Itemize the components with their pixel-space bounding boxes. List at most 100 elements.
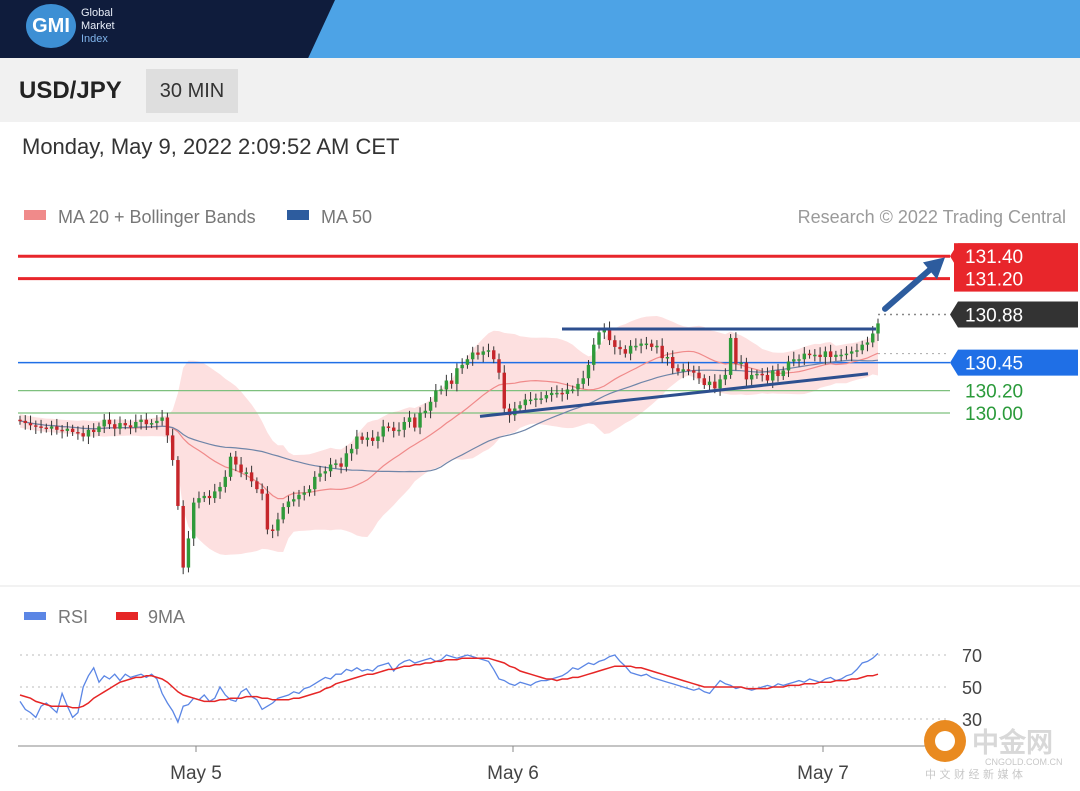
- candle-body: [239, 464, 243, 473]
- candle-body: [570, 389, 575, 391]
- candle-body: [207, 495, 212, 499]
- candle-body: [686, 369, 691, 371]
- candle-body: [165, 417, 170, 436]
- candle-body: [376, 436, 380, 441]
- x-tick-label: May 7: [797, 763, 849, 784]
- candle-body: [381, 426, 385, 437]
- candle-body: [81, 433, 85, 437]
- candle-body: [607, 329, 612, 341]
- x-tick-label: May 5: [170, 763, 222, 784]
- candle-body: [723, 374, 728, 380]
- ma50-line: [19, 359, 879, 473]
- rsi-tick-70: 70: [962, 646, 982, 666]
- report-date: Monday, May 9, 2022 2:09:52 AM CET: [22, 134, 400, 159]
- gmi-logo[interactable]: GMI: [26, 4, 76, 48]
- candle-body: [260, 489, 264, 494]
- rsi-tick-50: 50: [962, 678, 982, 698]
- legend-swatch-rsi: [24, 612, 46, 620]
- candle-body: [671, 357, 675, 369]
- candle-body: [407, 417, 412, 422]
- candle-body: [176, 460, 180, 506]
- candle-body: [28, 423, 33, 426]
- candle-body: [776, 370, 780, 377]
- candle-body: [423, 410, 428, 413]
- candle-body: [86, 429, 91, 437]
- candle-body: [813, 354, 817, 357]
- candle-body: [307, 489, 312, 493]
- candle-body: [555, 392, 559, 395]
- candle-body: [149, 423, 154, 425]
- candle-body: [707, 381, 712, 385]
- candle-body: [765, 374, 770, 381]
- candle-body: [186, 538, 191, 568]
- level-130-00-label: 130.00: [965, 404, 1023, 425]
- candle-body: [597, 332, 601, 345]
- candle-body: [123, 423, 127, 426]
- candle-body: [155, 420, 159, 424]
- candle-body: [270, 529, 275, 531]
- candle-body: [323, 471, 328, 474]
- candle-body: [871, 333, 875, 343]
- legend-label-ma20: MA 20 + Bollinger Bands: [58, 207, 256, 227]
- candle-body: [681, 369, 685, 372]
- candle-body: [244, 472, 249, 474]
- candle-body: [292, 499, 296, 502]
- candle-body: [865, 342, 870, 345]
- candle-body: [760, 373, 764, 376]
- rsi-line: [19, 652, 879, 724]
- candle-body: [802, 353, 807, 360]
- brand-line-1: Global: [81, 7, 113, 19]
- candle-body: [586, 364, 591, 379]
- candle-body: [286, 501, 291, 508]
- legend-swatch-ma20: [24, 210, 46, 220]
- candle-body: [44, 427, 49, 430]
- candle-body: [692, 370, 696, 373]
- candle-body: [844, 353, 849, 356]
- target-arrow-head: [923, 257, 945, 280]
- candle-body: [665, 357, 670, 359]
- resistance-badge-block: [954, 243, 1078, 292]
- candle-body: [470, 352, 475, 360]
- candle-body: [418, 413, 422, 428]
- candle-body: [402, 421, 406, 430]
- candle-body: [218, 486, 222, 492]
- candle-body: [344, 453, 349, 467]
- candle-body: [349, 448, 354, 454]
- candle-body: [792, 359, 796, 362]
- candle-body: [202, 495, 206, 499]
- candle-body: [397, 429, 401, 432]
- candle-body: [644, 343, 649, 346]
- candle-body: [655, 345, 659, 348]
- level-131-20-label: 131.20: [965, 270, 1023, 291]
- candle-body: [818, 354, 822, 357]
- candle-body: [486, 350, 491, 352]
- candle-body: [118, 423, 122, 429]
- candle-body: [255, 481, 259, 490]
- candle-body: [613, 340, 617, 347]
- pair-title: USD/JPY: [19, 77, 122, 104]
- candle-body: [834, 354, 838, 357]
- candle-body: [449, 380, 454, 384]
- candle-body: [786, 361, 791, 371]
- candle-body: [828, 351, 833, 357]
- candle-body: [276, 519, 280, 531]
- candle-body: [518, 405, 522, 409]
- legend-label-rsi: RSI: [58, 607, 88, 627]
- level-130-45-badge: [950, 349, 1078, 376]
- candle-body: [839, 354, 843, 357]
- candle-body: [502, 372, 506, 409]
- target-arrow-shaft: [882, 266, 933, 312]
- candle-body: [639, 343, 643, 346]
- candle-body: [718, 379, 722, 389]
- candle-body: [228, 456, 233, 477]
- watermark-url: CNGOLD.COM.CN: [985, 757, 1063, 767]
- candle-body: [249, 472, 254, 482]
- candle-body: [755, 373, 759, 376]
- candle-body: [97, 426, 101, 433]
- candle-body: [60, 429, 64, 432]
- candle-body: [134, 421, 138, 428]
- timeframe-button[interactable]: 30 MIN: [146, 69, 238, 113]
- candle-body: [281, 507, 285, 520]
- candle-body: [18, 419, 22, 422]
